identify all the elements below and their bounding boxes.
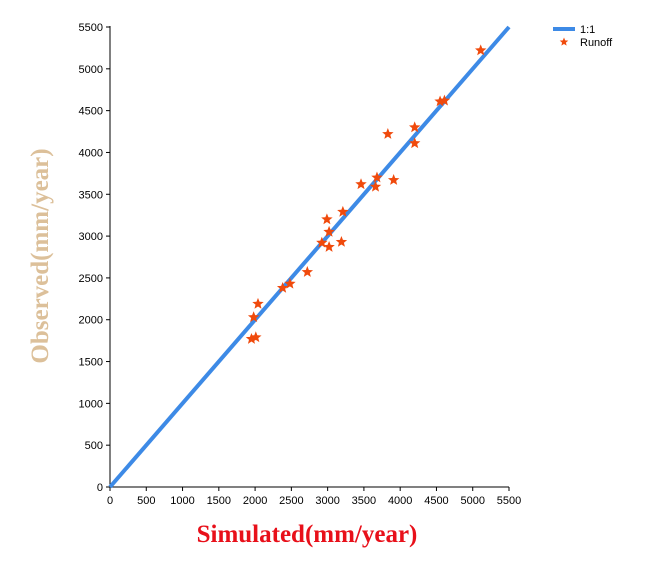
x-axis-title: Simulated(mm/year) [197, 521, 418, 548]
runoff-point [321, 213, 333, 225]
x-tick-label: 4000 [388, 495, 412, 507]
y-tick-label: 3500 [79, 189, 103, 201]
y-tick-label: 5500 [79, 22, 103, 34]
x-tick-label: 500 [137, 495, 155, 507]
axes [109, 26, 509, 488]
x-tick-label: 2500 [279, 495, 303, 507]
x-tick-label: 5500 [497, 495, 521, 507]
runoff-point [284, 277, 296, 289]
runoff-point [371, 171, 383, 183]
runoff-point [369, 180, 382, 192]
x-tick-label: 5000 [460, 495, 484, 507]
runoff-point [247, 311, 260, 323]
x-tick-label: 1000 [170, 495, 194, 507]
x-tick-label: 3500 [352, 495, 376, 507]
x-tick-label: 3000 [315, 495, 339, 507]
runoff-point [475, 44, 487, 56]
runoff-point [276, 281, 289, 293]
tick-marks [106, 26, 510, 491]
legend-label: 1:1 [580, 24, 595, 36]
runoff-point [387, 174, 400, 185]
x-tick-label: 4500 [424, 495, 448, 507]
runoff-point [337, 205, 349, 217]
y-tick-label: 4000 [79, 147, 103, 159]
runoff-point [316, 236, 328, 248]
runoff-point [252, 297, 264, 309]
runoff-point [434, 95, 446, 107]
runoff-point [301, 266, 314, 277]
runoff-point [323, 225, 335, 237]
x-tick-label: 0 [107, 495, 113, 507]
legend-label: Runoff [580, 37, 613, 49]
y-tick-label: 2000 [79, 315, 103, 327]
legend-swatch-star [559, 37, 569, 46]
y-tick-label: 3000 [79, 231, 103, 243]
y-tick-labels: 0 500 1000 1500 2000 2500 3000 3500 4000 4500 5000… [79, 22, 103, 494]
y-tick-label: 0 [97, 482, 103, 494]
runoff-point [355, 178, 367, 190]
y-axis-title: Observed(mm/year) [27, 148, 54, 363]
runoff-point [323, 240, 335, 252]
y-tick-label: 5000 [79, 64, 103, 76]
runoff-point [335, 235, 348, 247]
runoff-point [245, 332, 258, 344]
y-tick-label: 1000 [79, 398, 103, 410]
y-tick-label: 4500 [79, 106, 103, 118]
y-tick-label: 1500 [79, 357, 103, 369]
series-line-1-to-1 [108, 25, 511, 489]
runoff-point [408, 121, 421, 133]
runoff-point [438, 94, 451, 106]
plot-series [108, 25, 511, 489]
y-tick-label: 2500 [79, 273, 103, 285]
x-tick-labels: 0 500 1000 1500 2000 2500 3000 3500 4000 4500 5000… [107, 495, 521, 507]
y-tick-label: 500 [85, 440, 103, 452]
x-tick-label: 2000 [243, 495, 267, 507]
runoff-point [250, 331, 262, 343]
runoff-point [408, 137, 421, 149]
x-tick-label: 1500 [207, 495, 231, 507]
runoff-point [382, 128, 394, 139]
